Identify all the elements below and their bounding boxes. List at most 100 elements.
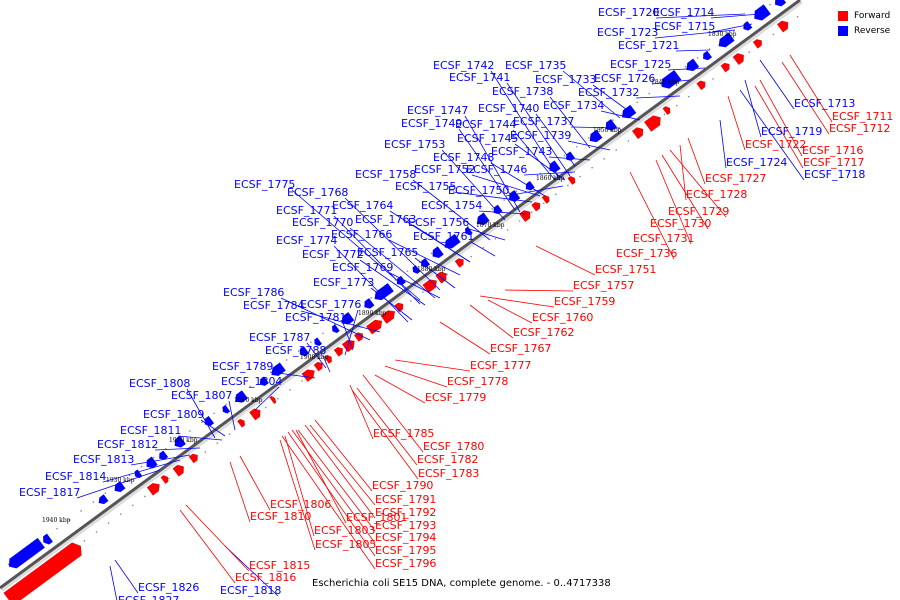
forward-gene-label: ECSF_1751	[595, 263, 656, 276]
forward-gene-arrow	[172, 464, 184, 477]
reverse-leader-line	[269, 371, 316, 379]
forward-gene-arrow	[269, 395, 277, 405]
position-tick-label: 1940 kbp	[42, 517, 71, 524]
position-tick-label: 1890 kbp	[358, 310, 387, 317]
reverse-gene-label: ECSF_1744	[455, 118, 516, 131]
legend-forward-label: Forward	[854, 10, 891, 21]
forward-gene-arrow	[188, 453, 198, 464]
reverse-leader-line	[490, 70, 561, 181]
forward-gene-arrow	[313, 361, 323, 372]
rail-dot	[92, 501, 95, 503]
reverse-gene-arrow	[754, 4, 772, 21]
reverse-gene-arrow	[743, 20, 753, 31]
rail-dot	[600, 128, 602, 130]
forward-leader-line	[179, 509, 236, 584]
forward-gene-arrow	[531, 201, 541, 212]
reverse-leader-line	[254, 386, 280, 411]
rail-dot	[769, 3, 771, 6]
reverse-leader-line	[535, 113, 576, 167]
rail-dot	[612, 119, 614, 121]
forward-leader-line	[727, 95, 746, 151]
forward-gene-label: ECSF_1727	[705, 172, 766, 185]
forward-leader-line	[629, 171, 675, 260]
rail-dot	[503, 199, 505, 201]
rail-dot	[249, 385, 252, 388]
rail-dot	[575, 145, 578, 148]
reverse-gene-arrow	[432, 246, 444, 259]
rail-dot	[83, 540, 86, 542]
position-tick-label: 1900 kbp	[300, 354, 329, 361]
forward-leader-line	[439, 321, 491, 355]
reverse-gene-arrow	[299, 345, 310, 357]
reverse-leader-line	[478, 210, 526, 215]
forward-gene-arrow	[341, 339, 355, 353]
forward-leader-line	[362, 374, 424, 453]
rail-dot	[587, 137, 590, 139]
rail-dot	[627, 140, 630, 142]
reverse-gene-label: ECSF_1770	[292, 216, 353, 229]
reverse-leader-line	[344, 197, 441, 291]
reverse-gene-label: ECSF_1774	[276, 234, 337, 247]
rail-dot	[494, 237, 497, 240]
forward-gene-arrow	[323, 354, 333, 364]
forward-gene-arrow	[541, 194, 550, 204]
reverse-leader-line	[300, 310, 381, 333]
reverse-gene-label: ECSF_1765	[357, 246, 418, 259]
forward-gene-arrow	[567, 175, 576, 185]
rail-dot	[696, 57, 699, 59]
reverse-leader-line	[655, 13, 746, 19]
reverse-gene-label: ECSF_1732	[578, 86, 639, 99]
reverse-gene-label: ECSF_1789	[212, 360, 273, 373]
reverse-gene-label: ECSF_1763	[355, 213, 416, 226]
rail-dot	[189, 430, 191, 432]
forward-leader-line	[759, 79, 803, 157]
reverse-gene-label: ECSF_1719	[761, 125, 822, 138]
reverse-gene-arrow	[444, 233, 461, 249]
reverse-gene-label: ECSF_1746	[466, 163, 527, 176]
forward-gene-label: ECSF_1759	[554, 295, 615, 308]
forward-gene-label: ECSF_1805	[315, 538, 376, 551]
rail-dot	[322, 332, 324, 335]
reverse-gene-label: ECSF_1781	[285, 311, 346, 324]
rail-dot	[579, 175, 581, 178]
rail-dot	[309, 341, 312, 343]
rail-dot	[168, 477, 170, 480]
forward-gene-label: ECSF_1791	[375, 493, 436, 506]
reverse-gene-label: ECSF_1726	[594, 72, 655, 85]
reverse-gene-arrow	[98, 494, 109, 505]
position-tick-label: 1920 kbp	[169, 437, 198, 444]
reverse-gene-label: ECSF_1755	[395, 180, 456, 193]
reverse-leader-line	[654, 29, 736, 39]
forward-gene-label: ECSF_1778	[447, 375, 508, 388]
forward-gene-label: ECSF_1717	[803, 156, 864, 169]
rail-dot	[68, 519, 70, 521]
reverse-leader-line	[458, 128, 516, 211]
reverse-gene-label: ECSF_1817	[19, 486, 80, 499]
reverse-gene-arrow	[259, 376, 270, 387]
reverse-leader-line	[523, 171, 576, 176]
forward-leader-line	[789, 54, 833, 123]
forward-leader-line	[314, 419, 373, 492]
forward-gene-label: ECSF_1792	[375, 506, 436, 519]
forward-leader-line	[279, 439, 316, 551]
rail-dot	[104, 492, 107, 495]
backbone-shadow	[0, 0, 803, 592]
reverse-leader-line	[322, 355, 331, 373]
reverse-gene-label: ECSF_1787	[249, 331, 310, 344]
forward-leader-line	[239, 455, 271, 511]
reverse-leader-line	[154, 447, 201, 451]
forward-leader-line	[661, 154, 709, 230]
forward-gene-label: ECSF_1757	[573, 279, 634, 292]
reverse-leader-line	[306, 342, 327, 369]
reverse-gene-label: ECSF_1745	[457, 132, 518, 145]
reverse-leader-line	[567, 140, 611, 151]
reverse-leader-line	[333, 215, 421, 305]
rail-dot	[603, 158, 605, 160]
forward-gene-arrow	[422, 279, 438, 294]
forward-leader-line	[185, 504, 250, 572]
forward-gene-arrow	[146, 482, 160, 496]
forward-leader-line	[781, 61, 830, 135]
forward-leader-line	[394, 359, 471, 372]
rail-dot	[144, 495, 146, 498]
reverse-gene-label: ECSF_1718	[804, 168, 865, 181]
